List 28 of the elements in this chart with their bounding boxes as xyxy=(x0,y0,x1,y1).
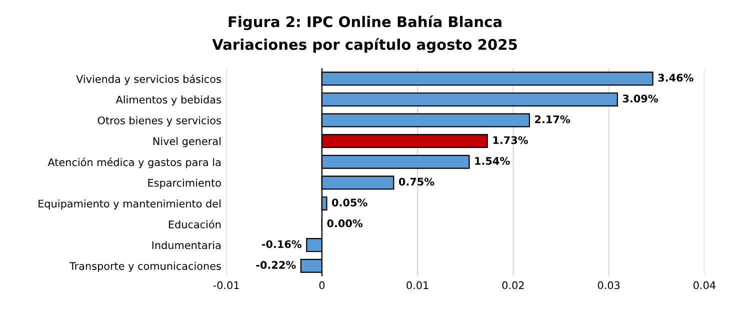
data-label: 3.09% xyxy=(622,94,658,102)
data-label: 0.05% xyxy=(332,198,368,206)
data-label: 2.17% xyxy=(535,115,570,124)
y-tick-label: Esparcimiento xyxy=(148,178,221,189)
data-label: 1.73% xyxy=(493,136,528,144)
x-tick-label: 0.03 xyxy=(598,281,620,290)
y-tick-label: Nivel general xyxy=(153,137,220,148)
y-tick-label: Atención médica y gastos para la xyxy=(48,158,220,168)
y-tick-label: Transporte y comunicaciones xyxy=(69,262,221,272)
y-tick-label: Vivienda y servicios básicos xyxy=(76,74,221,85)
data-label: 0.75% xyxy=(398,178,434,186)
x-tick-label: 0.01 xyxy=(406,281,428,290)
data-label: 3.46% xyxy=(658,74,694,82)
y-tick-label: Otros bienes y servicios xyxy=(98,116,221,126)
chart-title: Figura 2: IPC Online Bahía Blanca xyxy=(228,15,502,30)
data-label: -0.22% xyxy=(256,260,296,269)
chart-subtitle: Variaciones por capítulo agosto 2025 xyxy=(212,38,517,53)
x-tick-label: 0 xyxy=(319,281,325,290)
y-tick-label: Equipamiento y mantenimiento del xyxy=(38,199,220,210)
y-tick-label: Alimentos y bebidas xyxy=(116,95,221,106)
y-tick-label: Indumentaria xyxy=(152,241,220,250)
data-label: 0.00% xyxy=(327,219,363,228)
x-tick-label: 0.04 xyxy=(694,281,716,290)
data-label: -0.16% xyxy=(262,240,302,248)
data-label: 1.54% xyxy=(475,156,510,165)
x-tick-label: 0.02 xyxy=(502,281,524,290)
y-tick-label: Educación xyxy=(168,220,221,228)
x-tick-label: -0.01 xyxy=(213,281,239,290)
